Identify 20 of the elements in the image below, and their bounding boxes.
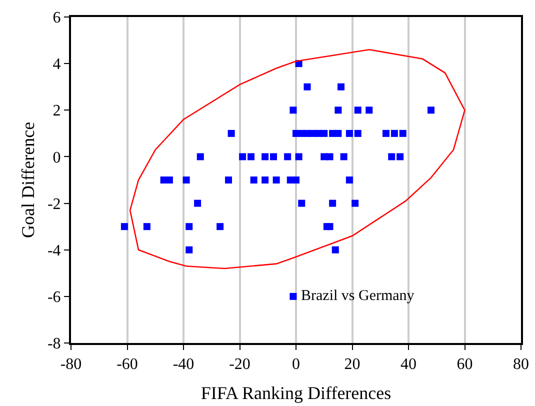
x-tick-label: 0 [292,356,300,374]
annotation: Brazil vs Germany [301,288,415,304]
x-tick-label: 60 [456,356,473,374]
y-tick-label: 6 [52,10,61,27]
y-tick-label: -6 [47,289,61,306]
x-tick-label: 20 [344,356,360,374]
x-tick-label: -40 [172,356,194,374]
y-tick-label: 4 [52,56,61,74]
x-tick-label: -80 [60,356,82,374]
x-tick-label: 40 [400,356,416,374]
y-tick-label: -8 [47,336,61,353]
y-tick-label: -2 [47,196,61,213]
x-tick-label: -60 [116,356,138,374]
y-axis-title: Goal Difference [18,122,38,238]
y-tick-label: 2 [52,102,61,120]
y-tick-label: 0 [52,149,61,166]
x-tick-label: -20 [229,356,250,374]
x-tick-label: 80 [513,356,529,374]
x-axis-title: FIFA Ranking Differences [200,382,392,403]
y-tick-label: -4 [47,242,61,260]
